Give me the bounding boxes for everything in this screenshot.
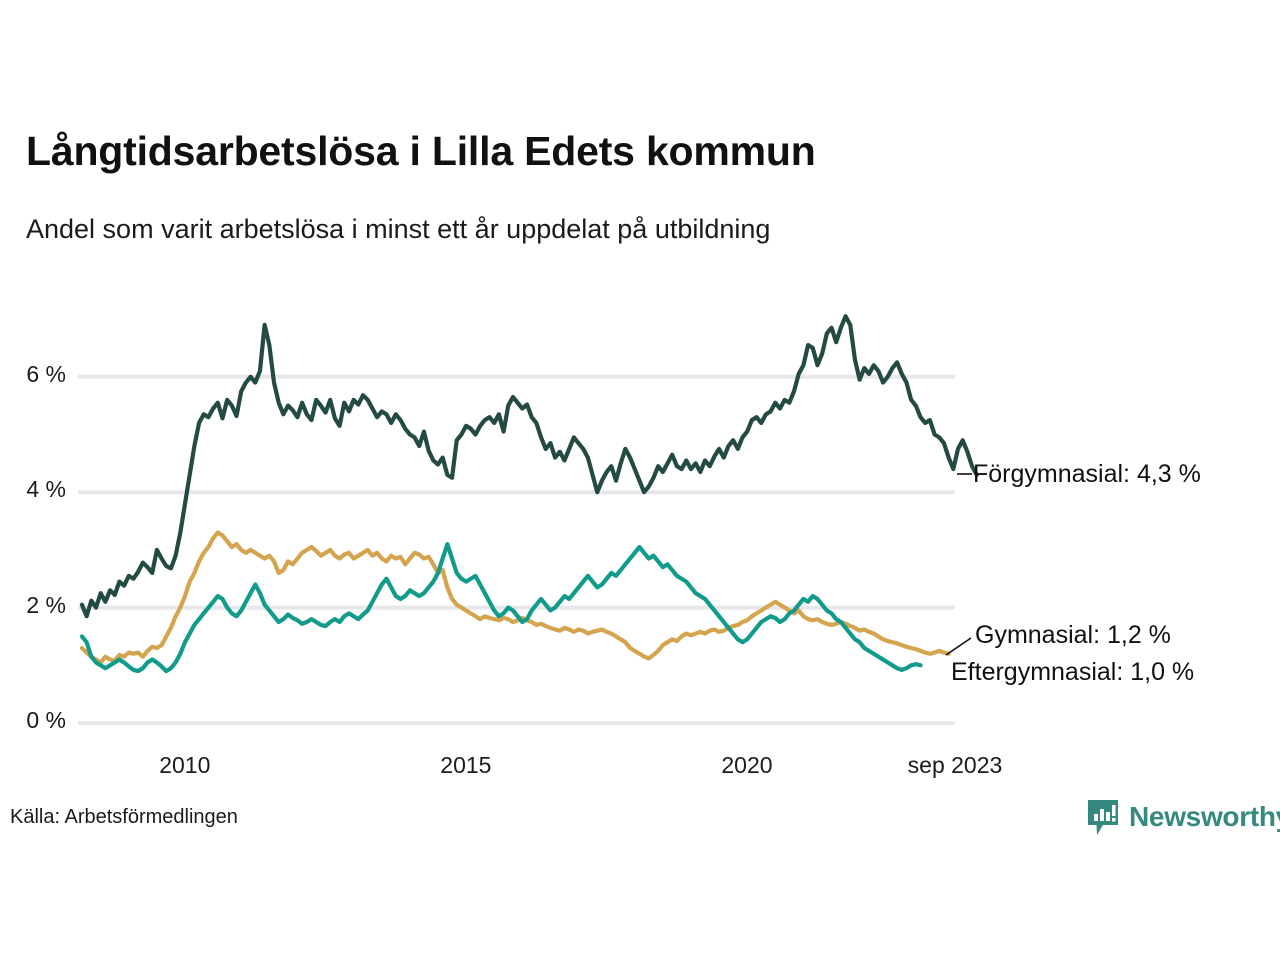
series-label-förgymnasial: Förgymnasial: 4,3 %	[973, 460, 1201, 488]
y-axis-tick-6%: 6 %	[26, 360, 66, 387]
y-axis-tick-4%: 4 %	[26, 476, 66, 503]
connector-gymnasial	[945, 637, 972, 656]
series-line-gymnasial[interactable]	[79, 530, 951, 665]
brand-name: Newsworthy	[1129, 801, 1280, 832]
page-title: Långtidsarbetslösa i Lilla Edets kommun	[26, 128, 816, 174]
x-axis-tick-2020: 2020	[721, 752, 773, 778]
x-axis-tick-2015: 2015	[440, 752, 492, 778]
newsworthy-logo: Newsworthy	[1086, 798, 1280, 836]
series-line-förgymnasial[interactable]	[79, 314, 979, 619]
x-axis-tick-2010: 2010	[159, 752, 211, 778]
y-axis-tick-2%: 2 %	[26, 591, 66, 618]
series-label-gymnasial: Gymnasial: 1,2 %	[975, 621, 1171, 649]
page-subtitle: Andel som varit arbetslösa i minst ett å…	[26, 214, 771, 244]
series-label-eftergymnasial: Eftergymnasial: 1,0 %	[951, 658, 1195, 686]
series-line-eftergymnasial[interactable]	[79, 542, 923, 674]
x-axis-tick-sep-2023: sep 2023	[907, 752, 1003, 778]
y-axis-tick-0%: 0 %	[26, 707, 66, 733]
newsworthy-bar-chart-bubble-icon	[1088, 800, 1118, 835]
source-note: Källa: Arbetsförmedlingen	[10, 806, 238, 828]
